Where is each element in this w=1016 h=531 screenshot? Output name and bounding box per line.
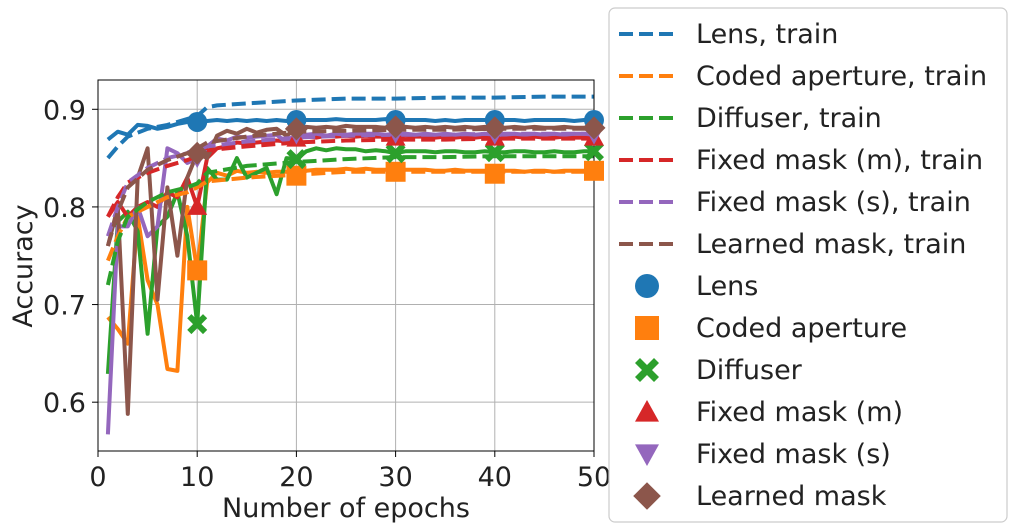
train-line-fixed-mask-s-train — [106, 131, 594, 237]
legend: Lens, train Coded aperture, train Diffuser… — [608, 7, 1008, 523]
y-axis-label: Accuracy — [8, 204, 39, 327]
legend-label: Diffuser — [696, 355, 803, 386]
x-tick-label: 30 — [378, 462, 412, 493]
marker-x — [286, 149, 307, 170]
legend-label: Fixed mask (s), train — [696, 187, 971, 218]
train-line-diffuser-train — [105, 154, 594, 286]
marker-square — [286, 165, 307, 186]
legend-label: Fixed mask (s) — [696, 439, 891, 470]
y-tick-label: 0.8 — [43, 193, 86, 224]
marker-diamond — [185, 141, 209, 165]
x-tick-label: 40 — [478, 462, 512, 493]
legend-marker-triangle-down — [635, 444, 659, 466]
marker-square — [584, 160, 604, 181]
x-tick-label: 20 — [279, 462, 313, 493]
series-layer — [105, 94, 594, 435]
legend-marker-circle — [635, 274, 659, 298]
legend-label: Learned mask, train — [696, 229, 966, 260]
x-tick-label: 0 — [89, 462, 106, 493]
marker-x — [187, 314, 208, 335]
x-tick-label: 50 — [577, 462, 611, 493]
y-tick-label: 0.7 — [43, 291, 86, 322]
legend-label: Diffuser, train — [696, 103, 882, 134]
val-line-diffuser — [105, 146, 594, 375]
legend-label: Fixed mask (m), train — [696, 145, 983, 176]
legend-label: Coded aperture, train — [696, 61, 987, 92]
marker-triangle-up — [187, 196, 208, 215]
legend-marker-x — [635, 358, 659, 382]
marker-square — [187, 260, 208, 281]
marker-x — [385, 143, 406, 164]
marker-diamond — [582, 116, 606, 140]
train-line-lens-train — [106, 94, 594, 160]
x-tick-label: 10 — [180, 462, 214, 493]
y-tick-label: 0.6 — [43, 388, 86, 419]
marker-diamond — [483, 116, 507, 140]
marker-diamond — [284, 117, 308, 141]
plot-frame — [97, 79, 595, 452]
marker-layer — [185, 110, 606, 335]
axis-ticks: 0 10 20 30 40 50 0.6 0.7 0.8 0.9 — [43, 95, 611, 493]
marker-diamond — [384, 115, 408, 139]
legend-label: Coded aperture — [696, 313, 907, 344]
y-tick-label: 0.9 — [43, 95, 86, 126]
marker-square — [484, 163, 505, 184]
legend-label: Lens, train — [696, 19, 838, 50]
marker-x — [484, 142, 505, 163]
x-axis-label: Number of epochs — [222, 493, 470, 524]
marker-x — [584, 141, 604, 162]
marker-square — [385, 161, 406, 182]
legend-label: Learned mask — [696, 481, 887, 512]
legend-marker-square — [635, 316, 659, 340]
legend-label: Fixed mask (m) — [696, 397, 903, 428]
legend-marker-diamond — [633, 482, 661, 510]
marker-circle — [187, 111, 208, 132]
legend-marker-triangle-up — [635, 400, 659, 422]
legend-label: Lens — [696, 271, 758, 302]
legend-frame — [608, 7, 1008, 523]
